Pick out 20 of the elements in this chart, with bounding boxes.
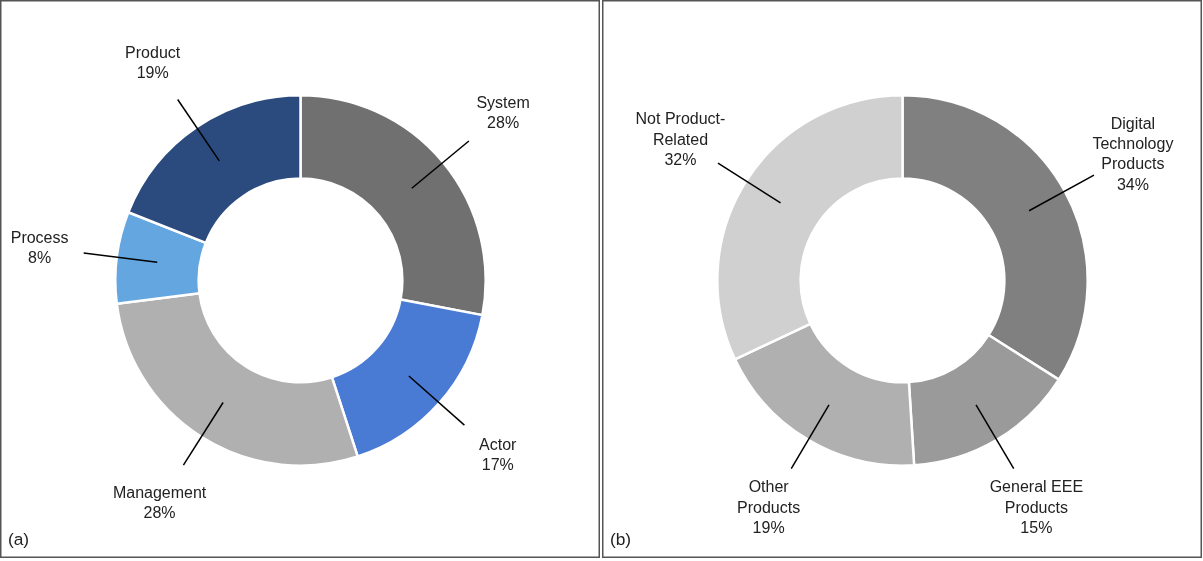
slice-label: Digital Technology Products <box>1092 114 1174 173</box>
data-label: 8% <box>28 249 52 267</box>
data-label: 28% <box>487 114 520 132</box>
slice-label: System <box>476 93 530 111</box>
slice-label: Other Products <box>737 478 801 516</box>
data-label: 19% <box>752 518 785 536</box>
slice-label: Process <box>10 228 69 246</box>
slice-label: General EEE Products <box>989 478 1084 516</box>
data-label: 32% <box>664 151 697 169</box>
text: (b) <box>609 529 632 550</box>
data-label: 34% <box>1116 175 1149 193</box>
slice-label: Actor <box>479 435 518 453</box>
slice-label: Not Product-Related <box>635 110 726 148</box>
text: (a) <box>7 529 30 550</box>
slice-label: Product <box>125 44 181 61</box>
data-label: 17% <box>481 456 514 474</box>
slice-label: Management <box>112 483 207 501</box>
data-label: 28% <box>143 504 176 522</box>
data-label: 15% <box>1020 518 1053 536</box>
data-label: 19% <box>136 64 169 82</box>
